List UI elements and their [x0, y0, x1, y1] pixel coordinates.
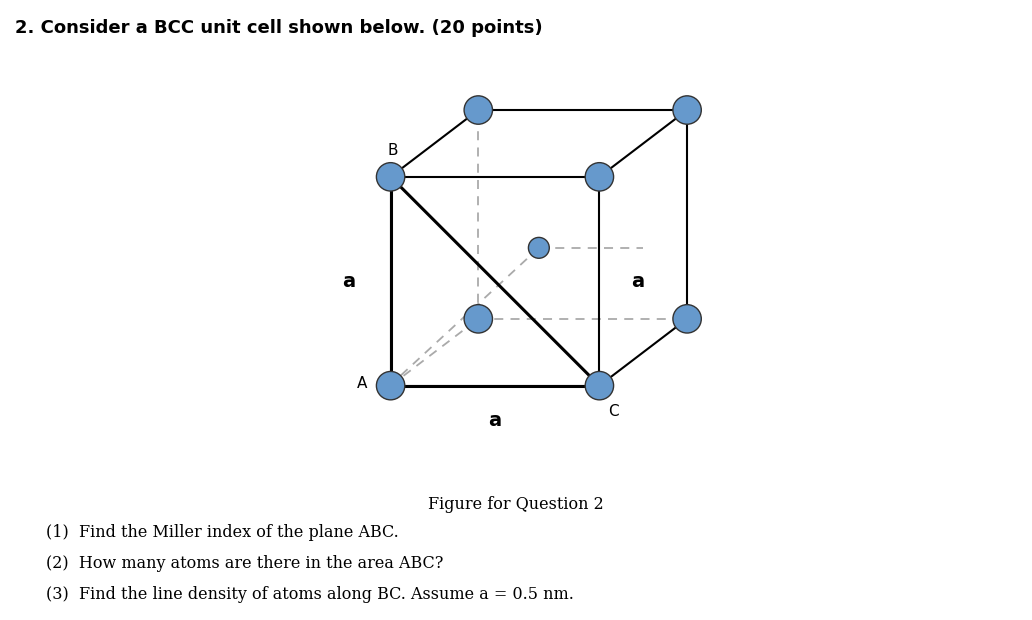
Text: a: a	[342, 272, 355, 291]
Text: Figure for Question 2: Figure for Question 2	[428, 496, 604, 513]
Circle shape	[673, 304, 702, 333]
Text: (3)  Find the line density of atoms along BC. Assume a = 0.5 nm.: (3) Find the line density of atoms along…	[46, 586, 575, 603]
Text: a: a	[488, 410, 502, 430]
Circle shape	[464, 304, 492, 333]
Circle shape	[528, 237, 549, 259]
Text: a: a	[631, 272, 644, 291]
Text: B: B	[387, 143, 398, 158]
Circle shape	[585, 371, 614, 400]
Text: C: C	[608, 404, 618, 420]
Text: 2. Consider a BCC unit cell shown below. (20 points): 2. Consider a BCC unit cell shown below.…	[15, 19, 543, 37]
Circle shape	[377, 371, 405, 400]
Text: A: A	[357, 376, 367, 391]
Circle shape	[377, 162, 405, 191]
Circle shape	[673, 96, 702, 124]
Circle shape	[464, 96, 492, 124]
Text: (2)  How many atoms are there in the area ABC?: (2) How many atoms are there in the area…	[46, 555, 444, 572]
Text: (1)  Find the Miller index of the plane ABC.: (1) Find the Miller index of the plane A…	[46, 524, 399, 541]
Circle shape	[585, 162, 614, 191]
